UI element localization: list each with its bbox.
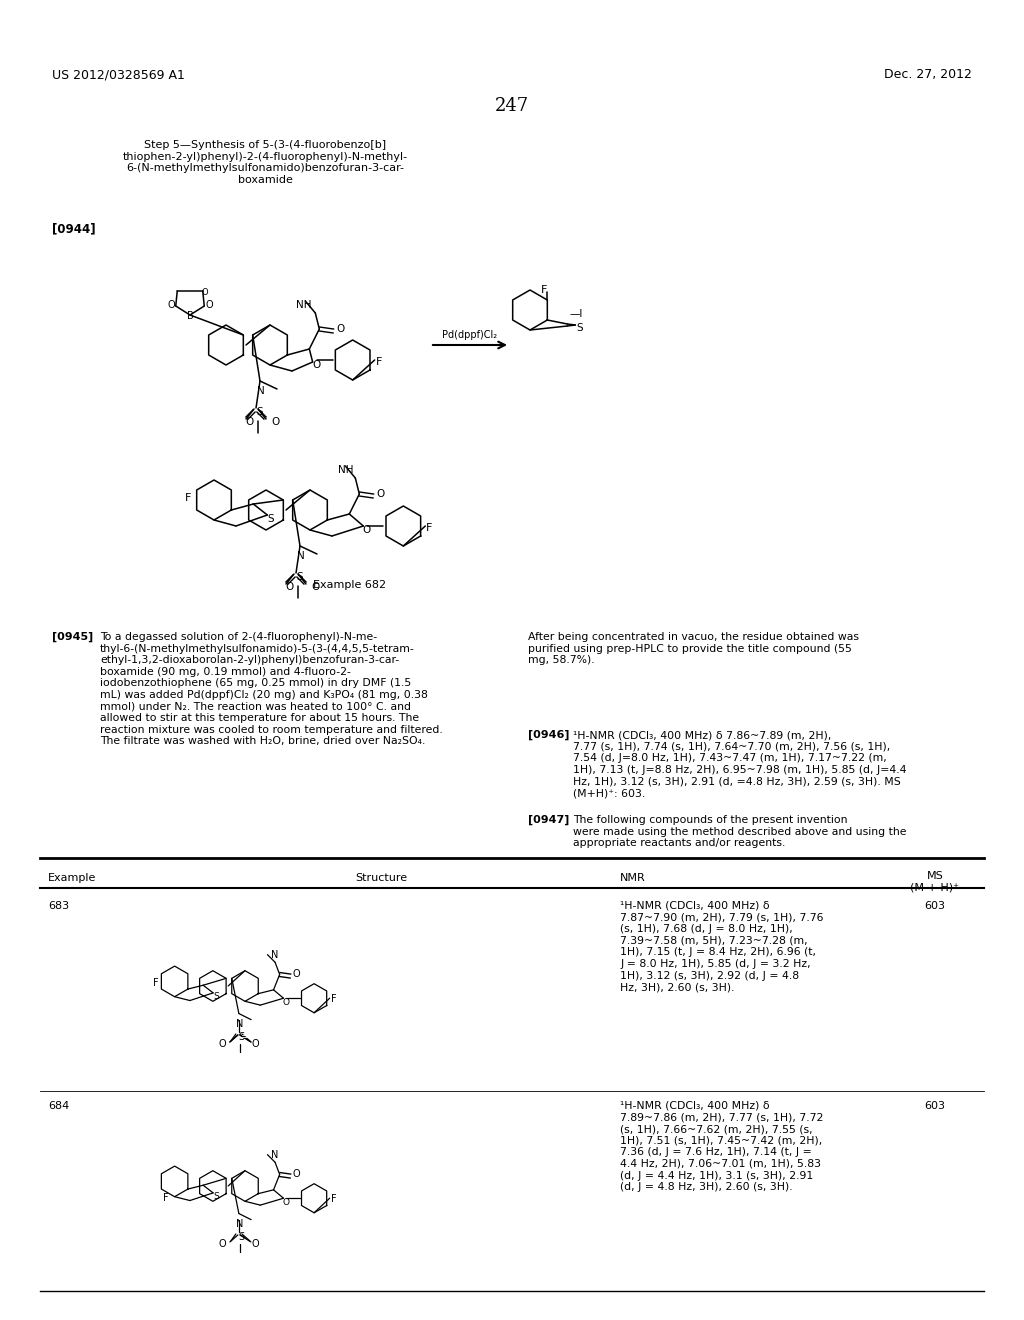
Text: S: S: [297, 572, 303, 582]
Text: S: S: [213, 993, 219, 1002]
Text: =: =: [241, 1032, 250, 1041]
Text: Step 5—Synthesis of 5-(3-(4-fluorobenzo[b]
thiophen-2-yl)phenyl)-2-(4-fluorophen: Step 5—Synthesis of 5-(3-(4-fluorobenzo[…: [123, 140, 408, 185]
Text: [0944]: [0944]: [52, 222, 95, 235]
Text: F: F: [164, 1193, 169, 1203]
Text: ¹H-NMR (CDCl₃, 400 MHz) δ 7.86~7.89 (m, 2H),
7.77 (s, 1H), 7.74 (s, 1H), 7.64~7.: ¹H-NMR (CDCl₃, 400 MHz) δ 7.86~7.89 (m, …: [573, 730, 906, 799]
Text: O: O: [167, 300, 175, 310]
Text: O: O: [293, 969, 300, 979]
Text: F: F: [153, 978, 159, 987]
Text: ¹H-NMR (CDCl₃, 400 MHz) δ
7.89~7.86 (m, 2H), 7.77 (s, 1H), 7.72
(s, 1H), 7.66~7.: ¹H-NMR (CDCl₃, 400 MHz) δ 7.89~7.86 (m, …: [620, 1101, 823, 1192]
Text: US 2012/0328569 A1: US 2012/0328569 A1: [52, 69, 185, 81]
Text: [0945]: [0945]: [52, 632, 93, 643]
Text: F: F: [426, 523, 433, 533]
Text: F: F: [331, 994, 336, 1005]
Text: O: O: [202, 288, 208, 297]
Text: (M + H)⁺: (M + H)⁺: [910, 883, 959, 894]
Text: N: N: [271, 950, 279, 960]
Text: O: O: [377, 488, 385, 499]
Text: O: O: [271, 417, 280, 426]
Text: Pd(dppf)Cl₂: Pd(dppf)Cl₂: [442, 330, 498, 341]
Text: F: F: [541, 285, 548, 294]
Text: N: N: [271, 1150, 279, 1160]
Text: The following compounds of the present invention
were made using the method desc: The following compounds of the present i…: [573, 814, 906, 849]
Text: O: O: [246, 417, 254, 426]
Text: O: O: [312, 360, 321, 370]
Text: N: N: [237, 1019, 244, 1028]
Text: O: O: [311, 582, 319, 591]
Text: O: O: [252, 1239, 259, 1249]
Text: N: N: [257, 385, 265, 396]
Text: B: B: [186, 312, 194, 321]
Text: O: O: [283, 998, 290, 1007]
Text: O: O: [205, 300, 213, 310]
Text: NH: NH: [338, 465, 353, 475]
Text: O: O: [362, 525, 371, 535]
Text: O: O: [286, 582, 294, 591]
Text: MS: MS: [927, 871, 943, 880]
Text: To a degassed solution of 2-(4-fluorophenyl)-N-me-
thyl-6-(N-methylmethylsulfona: To a degassed solution of 2-(4-fluorophe…: [100, 632, 442, 746]
Text: After being concentrated in vacuo, the residue obtained was
purified using prep-: After being concentrated in vacuo, the r…: [528, 632, 859, 665]
Text: —I: —I: [569, 309, 583, 319]
Text: O: O: [283, 1197, 290, 1206]
Text: 603: 603: [925, 902, 945, 911]
Text: O: O: [218, 1039, 226, 1049]
Text: NH: NH: [296, 300, 311, 310]
Text: 603: 603: [925, 1101, 945, 1111]
Text: O: O: [218, 1239, 226, 1249]
Text: [0947]: [0947]: [528, 814, 569, 825]
Text: F: F: [376, 356, 382, 367]
Text: O: O: [293, 1170, 300, 1179]
Text: [0946]: [0946]: [528, 730, 569, 741]
Text: S: S: [213, 1192, 219, 1201]
Text: S: S: [239, 1032, 245, 1041]
Text: 247: 247: [495, 96, 529, 115]
Text: 683: 683: [48, 902, 70, 911]
Text: NMR: NMR: [620, 873, 646, 883]
Text: F: F: [331, 1195, 336, 1204]
Text: 684: 684: [48, 1101, 70, 1111]
Text: N: N: [297, 550, 305, 561]
Text: Example 682: Example 682: [313, 579, 387, 590]
Text: Example: Example: [48, 873, 96, 883]
Text: S: S: [577, 323, 583, 333]
Text: ¹H-NMR (CDCl₃, 400 MHz) δ
7.87~7.90 (m, 2H), 7.79 (s, 1H), 7.76
(s, 1H), 7.68 (d: ¹H-NMR (CDCl₃, 400 MHz) δ 7.87~7.90 (m, …: [620, 902, 823, 993]
Text: O: O: [252, 1039, 259, 1049]
Text: Dec. 27, 2012: Dec. 27, 2012: [884, 69, 972, 81]
Text: N: N: [237, 1218, 244, 1229]
Text: S: S: [257, 407, 263, 417]
Text: Structure: Structure: [355, 873, 408, 883]
Text: S: S: [239, 1232, 245, 1242]
Text: F: F: [185, 492, 191, 503]
Text: S: S: [267, 513, 273, 524]
Text: O: O: [336, 323, 344, 334]
